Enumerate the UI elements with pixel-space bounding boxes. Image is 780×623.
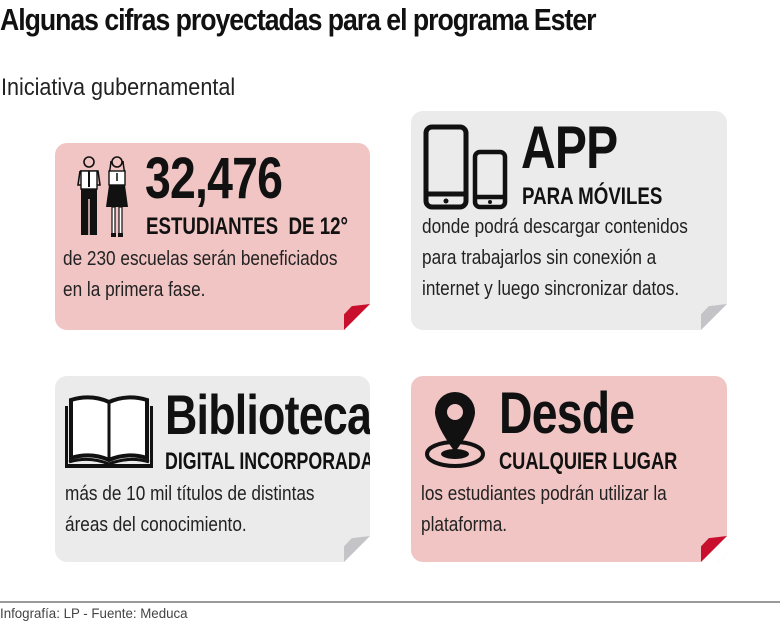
page-curl-icon [344, 536, 370, 562]
card-headline: Biblioteca [165, 383, 370, 446]
card-app: APP PARA MÓVILES donde podrá descargar c… [411, 111, 727, 330]
students-icon [77, 156, 128, 237]
card-body-line: en la primera fase. [63, 279, 206, 301]
open-book-icon [65, 395, 153, 468]
card-body-line: para trabajarlos sin conexión a [422, 247, 657, 269]
card-body: de 230 escuelas serán beneficiados en la… [63, 244, 337, 306]
card-body-line: internet y luego sincronizar datos. [422, 278, 680, 300]
card-subhead: PARA MÓVILES [522, 183, 663, 210]
card-body-line: los estudiantes podrán utilizar la [421, 483, 667, 505]
footer-credit: Infografía: LP - Fuente: Meduca [0, 605, 188, 621]
page-curl-icon [701, 304, 727, 330]
card-library: Biblioteca DIGITAL INCORPORADA más de 10… [55, 376, 370, 562]
page-subtitle: Iniciativa gubernamental [1, 74, 236, 101]
card-body-line: plataforma. [421, 514, 508, 536]
page-curl-icon [701, 536, 727, 562]
footer-divider [0, 601, 780, 603]
page-title: Algunas cifras proyectadas para el progr… [0, 2, 596, 37]
card-body: más de 10 mil títulos de distintas áreas… [65, 479, 315, 541]
card-headline: APP [521, 114, 618, 181]
card-body-line: áreas del conocimiento. [65, 514, 247, 536]
card-body-line: más de 10 mil títulos de distintas [65, 483, 315, 505]
card-headline: Desde [499, 381, 635, 446]
card-subhead: CUALQUIER LUGAR [499, 448, 678, 475]
card-body-line: donde podrá descargar contenidos [422, 216, 688, 238]
page-curl-icon [344, 304, 370, 330]
card-subhead: ESTUDIANTES DE 12° [146, 213, 349, 240]
card-students: 32,476 ESTUDIANTES DE 12° de 230 escuela… [55, 143, 370, 330]
mobile-devices-icon [423, 124, 508, 210]
card-body: donde podrá descargar contenidos para tr… [422, 212, 688, 305]
card-body: los estudiantes podrán utilizar la plata… [421, 479, 667, 541]
card-location: Desde CUALQUIER LUGAR los estudiantes po… [411, 376, 727, 562]
card-subhead: DIGITAL INCORPORADA [165, 448, 370, 475]
card-headline: 32,476 [145, 146, 283, 211]
card-body-line: de 230 escuelas serán beneficiados [63, 248, 338, 270]
location-pin-icon [425, 392, 485, 468]
